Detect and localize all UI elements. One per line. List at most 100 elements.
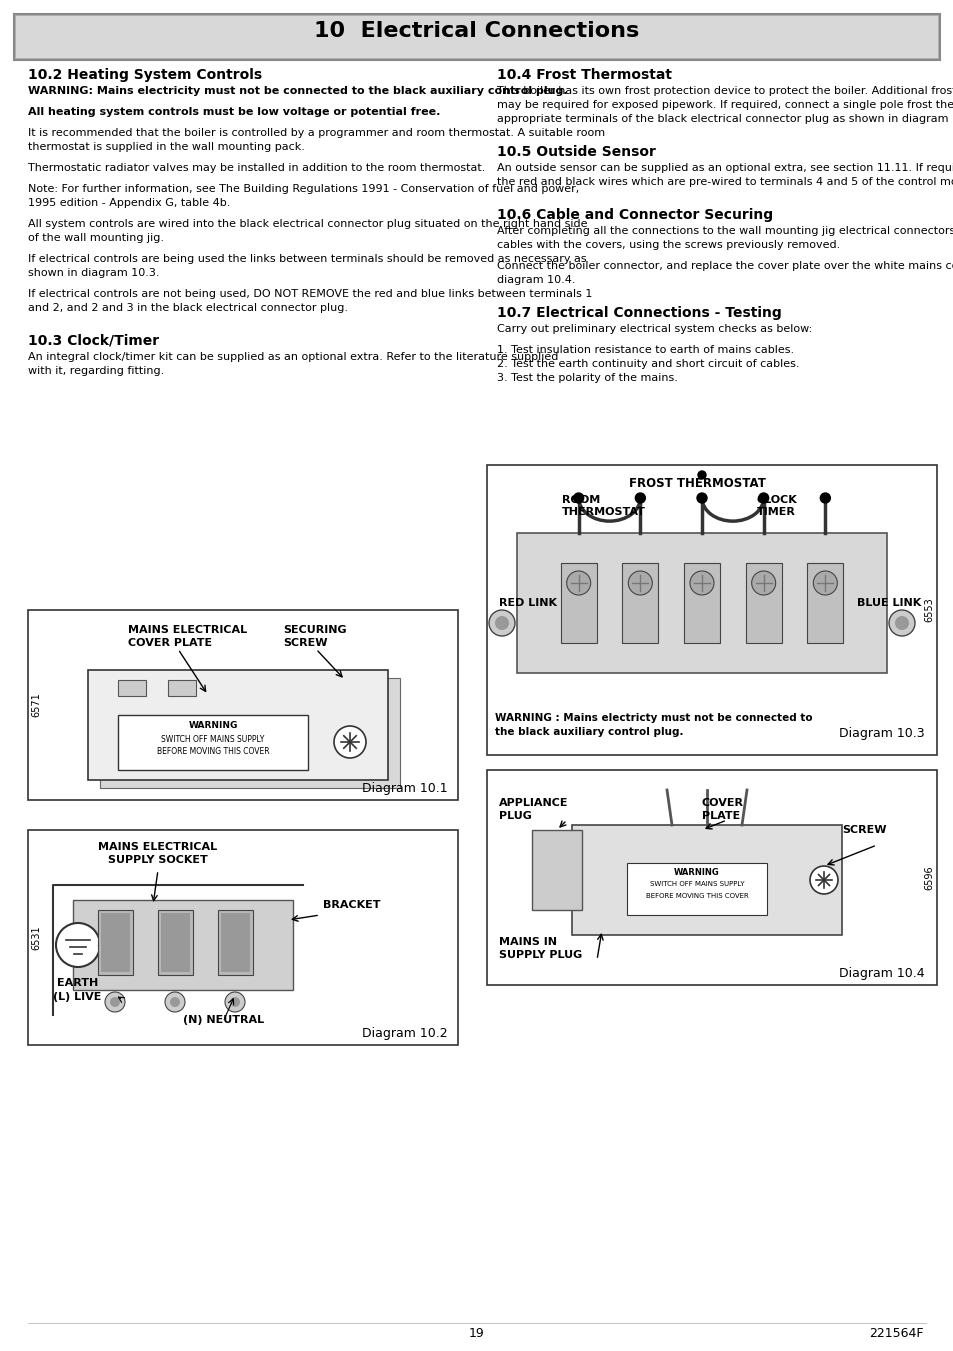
Circle shape <box>820 493 829 503</box>
Text: with it, regarding fitting.: with it, regarding fitting. <box>28 366 164 376</box>
Text: ROOM: ROOM <box>561 494 599 505</box>
Text: WARNING: WARNING <box>674 867 720 877</box>
Bar <box>218 911 253 975</box>
Text: WARNING : Mains electricty must not be connected to: WARNING : Mains electricty must not be c… <box>495 713 812 723</box>
Circle shape <box>635 493 644 503</box>
Text: THERMOSTAT: THERMOSTAT <box>561 507 645 517</box>
Text: 6571: 6571 <box>30 693 41 717</box>
Bar <box>486 465 936 755</box>
Text: COVER PLATE: COVER PLATE <box>128 638 212 648</box>
Circle shape <box>894 616 908 630</box>
Bar <box>28 830 457 1046</box>
Bar <box>161 913 190 971</box>
Text: 6531: 6531 <box>30 925 41 950</box>
Text: All heating system controls must be low voltage or potential free.: All heating system controls must be low … <box>28 107 440 118</box>
Circle shape <box>697 493 706 503</box>
Text: If electrical controls are being used the links between terminals should be remo: If electrical controls are being used th… <box>28 254 586 263</box>
Text: 1. Test insulation resistance to earth of mains cables.: 1. Test insulation resistance to earth o… <box>497 345 793 355</box>
Text: 10.6 Cable and Connector Securing: 10.6 Cable and Connector Securing <box>497 208 772 222</box>
Text: TIMER: TIMER <box>757 507 795 517</box>
Text: 6553: 6553 <box>923 597 933 623</box>
Circle shape <box>56 923 100 967</box>
Bar <box>100 678 399 788</box>
Bar <box>532 830 581 911</box>
Bar <box>14 14 939 59</box>
Bar <box>560 563 596 643</box>
Text: Diagram 10.3: Diagram 10.3 <box>839 727 924 740</box>
Text: 10.2 Heating System Controls: 10.2 Heating System Controls <box>28 68 262 82</box>
Circle shape <box>334 725 366 758</box>
Text: MAINS ELECTRICAL: MAINS ELECTRICAL <box>128 626 247 635</box>
Text: 3. Test the polarity of the mains.: 3. Test the polarity of the mains. <box>497 373 678 382</box>
Bar <box>572 825 841 935</box>
Bar <box>98 911 132 975</box>
Text: Diagram 10.1: Diagram 10.1 <box>362 782 448 794</box>
Bar <box>221 913 250 971</box>
Text: 6596: 6596 <box>923 865 933 890</box>
Bar <box>158 911 193 975</box>
Bar <box>28 611 457 800</box>
Text: If electrical controls are not being used, DO NOT REMOVE the red and blue links : If electrical controls are not being use… <box>28 289 592 299</box>
Circle shape <box>495 616 509 630</box>
Text: An outside sensor can be supplied as an optional extra, see section 11.11. If re: An outside sensor can be supplied as an … <box>497 163 953 173</box>
Text: Diagram 10.4: Diagram 10.4 <box>839 967 924 979</box>
Text: Connect the boiler connector, and replace the cover plate over the white mains c: Connect the boiler connector, and replac… <box>497 261 953 272</box>
Text: PLATE: PLATE <box>701 811 740 821</box>
Text: SCREW: SCREW <box>283 638 327 648</box>
Bar <box>486 770 936 985</box>
Text: An integral clock/timer kit can be supplied as an optional extra. Refer to the l: An integral clock/timer kit can be suppl… <box>28 353 558 362</box>
Bar <box>101 913 130 971</box>
Text: All system controls are wired into the black electrical connector plug situated : All system controls are wired into the b… <box>28 219 587 230</box>
Text: PLUG: PLUG <box>498 811 532 821</box>
Text: the red and black wires which are pre-wired to terminals 4 and 5 of the control : the red and black wires which are pre-wi… <box>497 177 953 186</box>
Text: FROST THERMOSTAT: FROST THERMOSTAT <box>628 477 764 490</box>
Text: 2. Test the earth continuity and short circuit of cables.: 2. Test the earth continuity and short c… <box>497 359 799 369</box>
Text: After completing all the connections to the wall mounting jig electrical connect: After completing all the connections to … <box>497 226 953 236</box>
Text: of the wall mounting jig.: of the wall mounting jig. <box>28 232 164 243</box>
Circle shape <box>170 997 180 1006</box>
Circle shape <box>689 571 713 594</box>
Text: SUPPLY PLUG: SUPPLY PLUG <box>498 950 581 961</box>
Bar <box>73 900 293 990</box>
Bar <box>683 563 720 643</box>
Text: SWITCH OFF MAINS SUPPLY: SWITCH OFF MAINS SUPPLY <box>161 735 264 744</box>
Text: WARNING: WARNING <box>188 721 237 730</box>
Text: APPLIANCE: APPLIANCE <box>498 798 568 808</box>
Circle shape <box>698 471 705 480</box>
Text: shown in diagram 10.3.: shown in diagram 10.3. <box>28 267 159 278</box>
Text: 1995 edition - Appendix G, table 4b.: 1995 edition - Appendix G, table 4b. <box>28 199 230 208</box>
Text: This boiler has its own frost protection device to protect the boiler. Additiona: This boiler has its own frost protection… <box>497 86 953 96</box>
Text: MAINS ELECTRICAL: MAINS ELECTRICAL <box>98 842 217 852</box>
Text: 10.3 Clock/Timer: 10.3 Clock/Timer <box>28 334 159 349</box>
Circle shape <box>230 997 240 1006</box>
Text: may be required for exposed pipework. If required, connect a single pole frost t: may be required for exposed pipework. If… <box>497 100 953 109</box>
Text: CLOCK: CLOCK <box>757 494 797 505</box>
Text: MAINS IN: MAINS IN <box>498 938 557 947</box>
Circle shape <box>809 866 837 894</box>
Text: BRACKET: BRACKET <box>323 900 380 911</box>
Text: SWITCH OFF MAINS SUPPLY: SWITCH OFF MAINS SUPPLY <box>649 881 743 888</box>
Circle shape <box>751 571 775 594</box>
Bar <box>88 670 388 780</box>
Circle shape <box>225 992 245 1012</box>
Bar <box>621 563 658 643</box>
Bar <box>806 563 842 643</box>
Text: Diagram 10.2: Diagram 10.2 <box>362 1027 448 1040</box>
Circle shape <box>813 571 837 594</box>
Text: 10.7 Electrical Connections - Testing: 10.7 Electrical Connections - Testing <box>497 305 781 320</box>
Text: 10.5 Outside Sensor: 10.5 Outside Sensor <box>497 145 656 159</box>
Text: (L) LIVE: (L) LIVE <box>53 992 101 1002</box>
Text: Carry out preliminary electrical system checks as below:: Carry out preliminary electrical system … <box>497 324 811 334</box>
Text: SECURING: SECURING <box>283 626 346 635</box>
Text: 221564F: 221564F <box>868 1327 923 1340</box>
Text: the black auxiliary control plug.: the black auxiliary control plug. <box>495 727 682 738</box>
Bar <box>168 680 195 696</box>
Text: (N) NEUTRAL: (N) NEUTRAL <box>183 1015 264 1025</box>
Circle shape <box>165 992 185 1012</box>
Circle shape <box>110 997 120 1006</box>
Bar <box>626 863 766 915</box>
Text: and 2, and 2 and 3 in the black electrical connector plug.: and 2, and 2 and 3 in the black electric… <box>28 303 348 313</box>
Text: 10  Electrical Connections: 10 Electrical Connections <box>314 22 639 41</box>
Text: RED LINK: RED LINK <box>498 598 557 608</box>
Text: It is recommended that the boiler is controlled by a programmer and room thermos: It is recommended that the boiler is con… <box>28 128 604 138</box>
